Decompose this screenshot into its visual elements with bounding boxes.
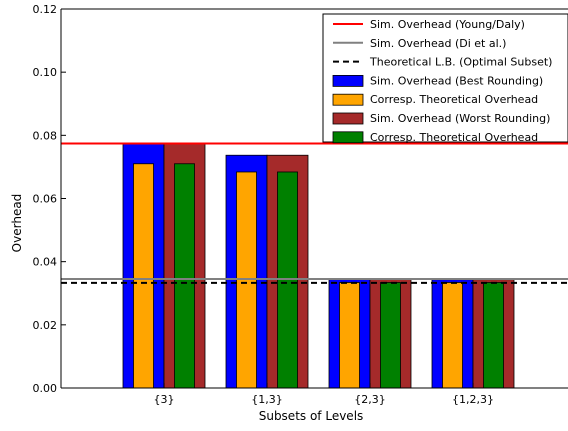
legend-patch-swatch — [333, 132, 363, 143]
legend-patch-swatch — [333, 94, 363, 105]
legend-label: Corresp. Theoretical Overhead — [370, 93, 538, 106]
y-tick-label: 0.06 — [33, 193, 58, 206]
y-tick-label: 0.10 — [33, 66, 58, 79]
bar-worst-inner — [381, 283, 401, 388]
legend: Sim. Overhead (Young/Daly) Sim. Overhead … — [323, 14, 568, 144]
y-tick-label: 0.08 — [33, 129, 58, 142]
legend-patch-swatch — [333, 113, 363, 124]
legend-label: Sim. Overhead (Young/Daly) — [370, 18, 525, 31]
y-tick-label: 0.00 — [33, 382, 58, 395]
y-tick-label: 0.02 — [33, 319, 58, 332]
bar-best-inner — [340, 283, 360, 388]
legend-label: Sim. Overhead (Worst Rounding) — [370, 112, 550, 125]
legend-label: Sim. Overhead (Best Rounding) — [370, 74, 543, 87]
legend-patch-swatch — [333, 75, 363, 86]
bar-worst-inner — [175, 164, 195, 388]
legend-label: Theoretical L.B. (Optimal Subset) — [369, 56, 552, 69]
bars-layer — [123, 144, 514, 388]
legend-label: Corresp. Theoretical Overhead — [370, 131, 538, 144]
y-axis-title: Overhead — [10, 194, 24, 253]
x-tick-label: {2,3} — [354, 393, 386, 406]
bar-best-inner — [443, 283, 463, 388]
legend-label: Sim. Overhead (Di et al.) — [370, 37, 506, 50]
x-tick-label: {3} — [154, 393, 175, 406]
x-axis-title: Subsets of Levels — [259, 409, 364, 423]
y-tick-label: 0.04 — [33, 256, 58, 269]
bar-worst-inner — [484, 283, 504, 388]
x-tick-label: {1,2,3} — [452, 393, 494, 406]
bar-best-inner — [134, 164, 154, 388]
x-tick-label: {1,3} — [251, 393, 283, 406]
y-tick-label: 0.12 — [33, 3, 58, 16]
